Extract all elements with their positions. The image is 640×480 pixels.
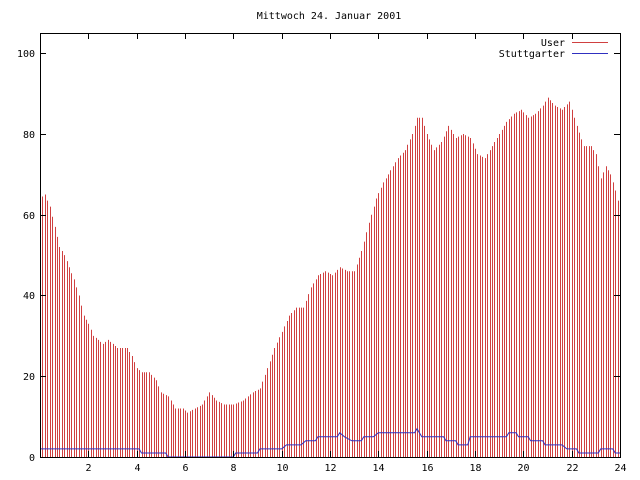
x-tick-label: 8: [230, 463, 236, 474]
x-tick-label: 18: [469, 463, 481, 474]
stuttgarter-line-group: [40, 427, 620, 458]
legend: User Stuttgarter: [499, 38, 608, 60]
x-tick-label: 22: [566, 463, 578, 474]
user-bars: [40, 97, 621, 457]
x-tick-label: 20: [517, 463, 529, 474]
y-tick-label: 80: [23, 130, 35, 141]
x-tick-label: 24: [614, 463, 626, 474]
x-tick-label: 10: [276, 463, 288, 474]
x-tick-label: 6: [182, 463, 188, 474]
x-tick-label: 2: [85, 463, 91, 474]
y-tick-label: 60: [23, 211, 35, 222]
y-tick-label: 0: [29, 453, 35, 464]
chart-title: Mittwoch 24. Januar 2001: [257, 11, 402, 22]
stuttgarter-line: [40, 427, 620, 458]
x-tick-label: 14: [372, 463, 384, 474]
legend-label-user: User: [541, 38, 565, 49]
x-tick-label: 4: [134, 463, 140, 474]
y-tick-label: 40: [23, 291, 35, 302]
y-tick-label: 100: [17, 49, 35, 60]
x-tick-label: 12: [324, 463, 336, 474]
x-tick-label: 16: [421, 463, 433, 474]
y-tick-label: 20: [23, 372, 35, 383]
legend-label-stuttgarter: Stuttgarter: [499, 49, 565, 60]
